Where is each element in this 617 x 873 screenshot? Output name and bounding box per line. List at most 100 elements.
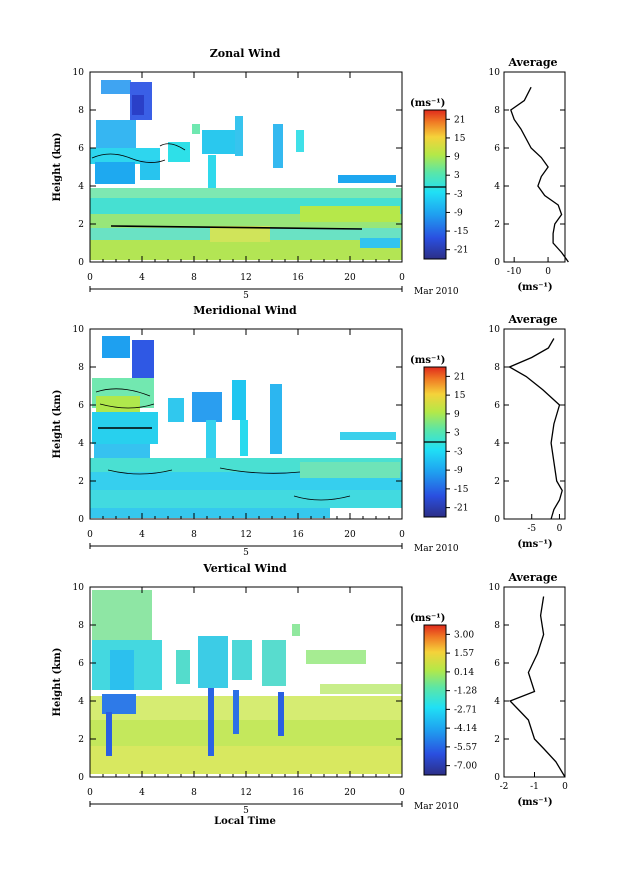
profile-y-tick-label: 10 [489, 68, 501, 78]
profile-y-tick-label: 2 [494, 735, 500, 745]
profile-frame [503, 71, 566, 263]
y-axis-label: Height (km) [52, 648, 63, 717]
date-bar-caps [89, 801, 403, 807]
profile-x-tick-label: 0 [562, 782, 568, 792]
panel-title: Meridional Wind [193, 304, 297, 317]
panel-title: Vertical Wind [202, 562, 287, 575]
panel-title: Zonal Wind [210, 47, 281, 60]
profile-y-tick-label: 0 [494, 773, 500, 783]
panel-meridional: Meridional Wind Height (km) [52, 304, 566, 558]
y-axis-label: Height (km) [52, 133, 63, 202]
colorbar-tick-label: -3 [454, 190, 463, 200]
profile-title: Average [507, 313, 557, 326]
y-tick-label: 10 [73, 325, 85, 335]
bottom-x-axis-label: Local Time [214, 816, 276, 827]
profile-y-tick-label: 8 [494, 106, 500, 116]
profile-y-tick-label: 8 [494, 621, 500, 631]
day-label: 5 [243, 806, 249, 816]
x-tick-label: 8 [191, 273, 197, 283]
y-tick-label: 8 [78, 621, 84, 631]
x-tick-label: 4 [139, 273, 145, 283]
y-tick-label: 8 [78, 106, 84, 116]
colorbar-tick-label: 3.00 [454, 630, 474, 640]
colorbar-tick-label: 0.14 [454, 668, 474, 678]
profile-y-tick-label: 6 [494, 659, 500, 669]
y-tick-label: 0 [78, 773, 84, 783]
heatmap-field [90, 336, 402, 518]
y-tick-label: 6 [78, 401, 84, 411]
colorbar-tick-label: -7.00 [454, 762, 477, 772]
colorbar-tick-label: 9 [454, 153, 460, 163]
profile-y-tick-label: 2 [494, 477, 500, 487]
colorbar-unit: (ms⁻¹) [410, 613, 445, 624]
colorbar-tick-label: -5.57 [454, 743, 477, 753]
x-tick-label: 16 [292, 530, 304, 540]
profile-title: Average [507, 571, 557, 584]
y-tick-label: 4 [78, 182, 84, 192]
colorbar-tick-label: -9 [454, 208, 463, 218]
colorbar-tick-label: 21 [454, 372, 465, 382]
colorbar [423, 624, 447, 776]
x-tick-label: 0 [399, 788, 405, 798]
y-tick-label: 2 [78, 477, 84, 487]
colorbar-tick-label: -2.71 [454, 705, 477, 715]
profile-line [510, 86, 569, 263]
y-tick-label: 6 [78, 144, 84, 154]
day-label: 5 [243, 291, 249, 301]
profile-x-tick-label: -5 [527, 524, 536, 534]
profile-xlabel: (ms⁻¹) [517, 797, 552, 808]
heatmap-field [90, 590, 402, 774]
colorbar-tick-label: -21 [454, 504, 469, 514]
profile-y-tick-label: 10 [489, 583, 501, 593]
y-tick-label: 2 [78, 220, 84, 230]
colorbar-tick-label: -4.14 [454, 724, 477, 734]
profile-y-tick-label: 10 [489, 325, 501, 335]
x-tick-label: 4 [139, 530, 145, 540]
colorbar-tick-label: 3 [454, 429, 460, 439]
y-tick-label: 4 [78, 697, 84, 707]
profile-xlabel: (ms⁻¹) [517, 282, 552, 293]
profile-y-tick-label: 4 [494, 697, 500, 707]
x-tick-label: 20 [344, 530, 356, 540]
date-label: Mar 2010 [414, 802, 459, 812]
profile-x-tick-label: -10 [507, 267, 522, 277]
x-tick-label: 4 [139, 788, 145, 798]
profile-y-tick-label: 2 [494, 220, 500, 230]
colorbar-tick-label: 15 [454, 134, 466, 144]
colorbar-tick-label: 3 [454, 171, 460, 181]
colorbar-tick-label: -15 [454, 227, 469, 237]
colorbar-tick-label: 21 [454, 115, 465, 125]
x-tick-label: 0 [399, 530, 405, 540]
x-tick-label: 0 [87, 273, 93, 283]
profile-xlabel: (ms⁻¹) [517, 539, 552, 550]
x-tick-label: 16 [292, 273, 304, 283]
x-tick-label: 0 [87, 788, 93, 798]
x-tick-label: 8 [191, 788, 197, 798]
date-label: Mar 2010 [414, 544, 459, 554]
y-tick-label: 6 [78, 659, 84, 669]
x-tick-label: 12 [240, 788, 251, 798]
profile-y-tick-label: 0 [494, 258, 500, 268]
y-tick-label: 8 [78, 363, 84, 373]
profile-y-tick-label: 6 [494, 401, 500, 411]
x-tick-label: 12 [240, 530, 251, 540]
colorbar-unit: (ms⁻¹) [410, 98, 445, 109]
x-tick-label: 8 [191, 530, 197, 540]
y-tick-label: 4 [78, 439, 84, 449]
profile-y-tick-label: 0 [494, 515, 500, 525]
heatmap-field [90, 80, 402, 260]
y-tick-label: 10 [73, 68, 85, 78]
colorbar-tick-label: -1.28 [454, 687, 477, 697]
profile-x-tick-label: 0 [557, 524, 563, 534]
colorbar-tick-label: -21 [454, 246, 469, 256]
profile-y-tick-label: 6 [494, 144, 500, 154]
y-tick-label: 2 [78, 735, 84, 745]
panel-vertical: Vertical Wind Height (km) 5 Mar 2010 [52, 562, 566, 827]
profile-line [508, 596, 566, 778]
colorbar-tick-label: 15 [454, 391, 466, 401]
colorbar-tick-label: 9 [454, 410, 460, 420]
panel-zonal: Zonal Wind [52, 47, 566, 301]
profile-title: Average [507, 56, 557, 69]
colorbar-tick-label: -15 [454, 485, 469, 495]
